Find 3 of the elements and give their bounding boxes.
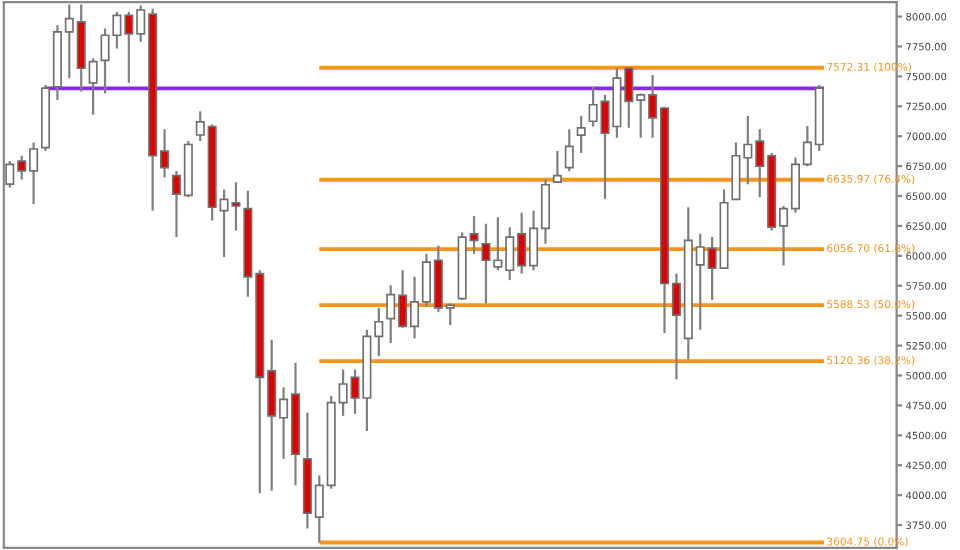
candlestick <box>576 114 586 155</box>
candlestick <box>552 149 562 184</box>
candlestick <box>564 128 574 173</box>
